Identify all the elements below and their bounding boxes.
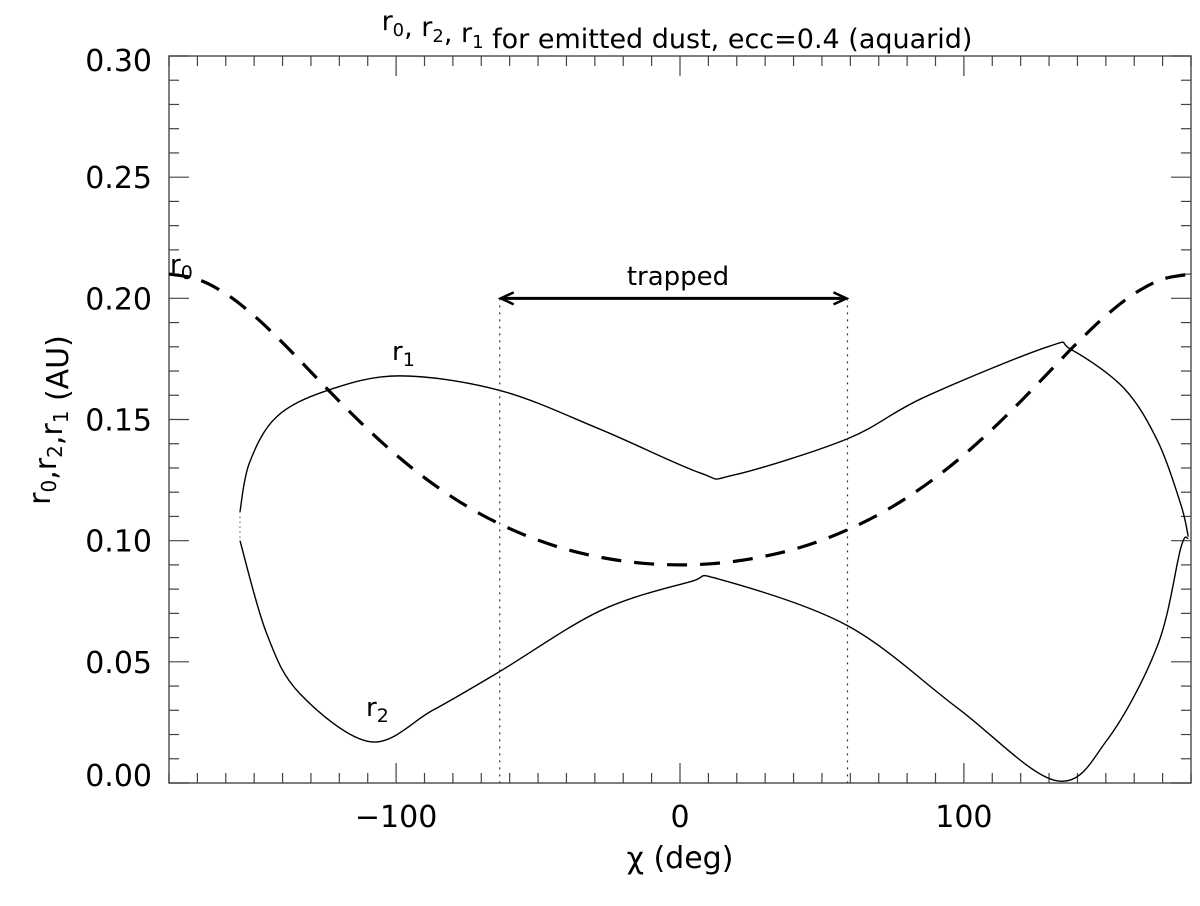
curve-label-r0: r0 (170, 250, 193, 284)
plot-marks: −100 0 100 0.00 0.05 0.10 0.15 0.20 0.25 0.30 r0 r1… (85, 44, 1192, 835)
series-r0-line (168, 272, 1192, 567)
y-axis-title: r0,r2,r1 (AU) (23, 335, 76, 505)
curve-label-r1: r1 (392, 337, 415, 371)
x-axis-title: χ (deg) (627, 841, 734, 876)
x-tick-label: 100 (935, 800, 992, 835)
curve-label-r2: r2 (366, 693, 389, 727)
plot-frame (168, 55, 1192, 784)
series-r1-line (239, 341, 1189, 536)
chart-title: r0, r2, r1 for emitted dust, ecc=0.4 (aq… (382, 6, 973, 55)
y-tick-label: 0.00 (85, 759, 152, 794)
x-tick-label: −100 (355, 800, 437, 835)
y-tick-label: 0.25 (85, 161, 152, 196)
y-tick-label: 0.30 (85, 44, 152, 79)
y-tick-label: 0.05 (85, 646, 152, 681)
x-tick-label: 0 (670, 800, 689, 835)
trapped-label: trapped (627, 262, 729, 292)
y-tick-label: 0.20 (85, 282, 152, 317)
series-r2-line (239, 536, 1189, 782)
arrow-head-right-icon (832, 291, 850, 306)
arrow-head-left-icon (497, 291, 515, 306)
y-tick-label: 0.15 (85, 404, 152, 439)
y-tick-label: 0.10 (85, 525, 152, 560)
